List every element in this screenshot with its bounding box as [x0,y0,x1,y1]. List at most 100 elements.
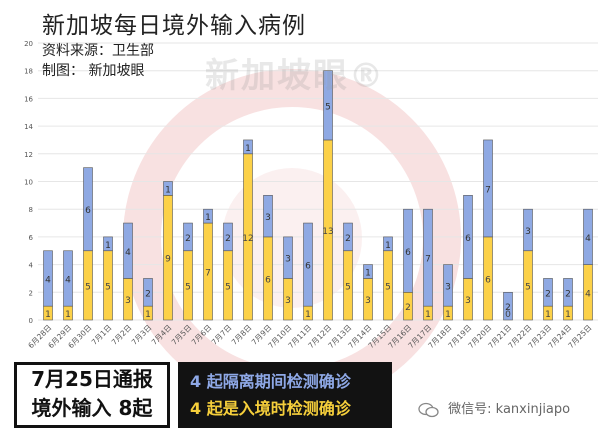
data-label-quarantine: 4 [585,234,591,244]
data-label-arrival: 1 [45,310,51,320]
data-label-quarantine: 1 [165,185,171,195]
data-label-quarantine: 1 [365,269,371,279]
x-tick-label: 7月3日 [130,323,154,347]
data-label-arrival: 5 [105,282,111,292]
bar-segment-quarantine [543,278,553,307]
y-tick-label: 14 [24,123,33,131]
y-tick-label: 18 [24,68,33,76]
y-tick-label: 6 [29,234,34,242]
data-label-quarantine: 6 [405,248,411,258]
data-label-arrival: 12 [242,234,253,244]
data-label-arrival: 5 [385,282,391,292]
data-label-arrival: 3 [285,296,291,306]
bar-segment-quarantine [443,264,453,307]
data-label-arrival: 5 [185,282,191,292]
data-label-arrival: 1 [65,310,71,320]
data-label-arrival: 1 [445,310,451,320]
bar-segment-quarantine [463,195,473,279]
data-label-quarantine: 2 [565,289,571,299]
bar-segment-quarantine [423,208,433,307]
data-label-arrival: 7 [205,269,211,279]
data-label-arrival: 13 [322,227,333,237]
data-label-arrival: 6 [485,275,491,285]
data-label-quarantine: 3 [445,282,451,292]
report-count-text: 境外输入 8起 [31,396,153,420]
wechat-id: 微信号: kanxinjiapo [418,398,570,418]
data-label-quarantine: 2 [225,234,231,244]
data-label-quarantine: 7 [485,185,491,195]
data-label-quarantine: 2 [145,289,151,299]
bar-segment-quarantine [163,181,173,196]
bar-segment-quarantine [123,222,133,279]
bar-segment-quarantine [383,236,393,252]
data-label-arrival: 5 [525,282,531,292]
y-axis-ticks: 0 2 4 6 8 10 12 14 16 18 20 [24,40,33,325]
data-label-quarantine: 1 [105,241,111,251]
data-label-quarantine: 2 [185,234,191,244]
arrival-cases-text: 4 起是入境时检测确诊 [190,399,351,418]
bar-segment-quarantine [223,222,233,252]
data-label-quarantine: 4 [125,248,131,258]
data-label-arrival: 3 [125,296,131,306]
x-tick-label: 7月1日 [90,323,114,347]
y-tick-label: 2 [29,289,33,297]
bar-segment-quarantine [243,139,253,155]
maker-text: 制图： 新加坡眼 [42,63,145,79]
bar-segment-quarantine [403,208,413,293]
bar-segment-quarantine [303,222,313,307]
x-tick-label: 7月8日 [230,323,254,347]
bar-segment-quarantine [523,208,533,252]
data-label-arrival: 9 [165,255,171,265]
case-breakdown-box: 4 起隔离期间检测确诊 4 起是入境时检测确诊 [178,362,392,428]
bar-segment-quarantine [363,264,373,279]
bar-segment-quarantine [43,250,53,307]
data-label-quarantine: 2 [545,289,551,299]
bar-segment-quarantine [323,70,333,141]
bar-segment-quarantine [503,291,513,321]
data-label-arrival: 6 [265,275,271,285]
data-label-quarantine: 3 [285,255,291,265]
data-label-quarantine: 3 [265,213,271,223]
data-label-quarantine: 5 [325,102,331,112]
data-label-quarantine: 7 [425,255,431,265]
data-label-arrival: 1 [545,310,551,320]
chart-title: 新加坡每日境外输入病例 [42,13,306,39]
y-tick-label: 10 [24,179,33,187]
data-label-arrival: 1 [425,310,431,320]
data-label-arrival: 3 [465,296,471,306]
data-label-quarantine: 6 [305,262,311,272]
data-label-quarantine: 1 [245,144,251,154]
data-label-arrival: 1 [145,310,151,320]
y-tick-label: 12 [24,151,33,159]
bar-segment-quarantine [483,139,493,238]
data-label-arrival: 1 [565,310,571,320]
quarantine-cases-text: 4 起隔离期间检测确诊 [190,372,351,391]
bar-segment-quarantine [343,222,353,252]
data-label-arrival: 5 [85,282,91,292]
data-label-quarantine: 1 [205,213,211,223]
data-label-arrival: 3 [365,296,371,306]
data-label-quarantine: 2 [505,303,511,313]
report-date-text: 7月25日通报 [31,367,153,391]
bar-segment-quarantine [583,208,593,265]
data-label-arrival: 5 [345,282,351,292]
bar-segment-quarantine [103,236,113,252]
data-label-quarantine: 4 [65,275,71,285]
bar-segment-quarantine [143,278,153,307]
wechat-icon [418,402,439,417]
y-tick-label: 8 [29,206,33,214]
data-label-quarantine: 6 [85,206,91,216]
bar-segment-quarantine [563,278,573,307]
x-axis-ticks: 6月28日6月29日6月30日7月1日7月2日7月3日7月4日7月5日7月6日7… [26,323,593,350]
data-label-quarantine: 3 [525,227,531,237]
data-label-arrival: 0 [505,310,511,320]
data-label-arrival: 1 [305,310,311,320]
bar-segment-quarantine [283,236,293,279]
wechat-id-text: 微信号: kanxinjiapo [448,402,571,417]
y-tick-label: 4 [29,262,34,270]
watermark-text: 新加坡眼® [205,56,385,96]
data-label-quarantine: 1 [385,241,391,251]
y-tick-label: 20 [24,40,33,48]
bar-segment-quarantine [203,208,213,224]
